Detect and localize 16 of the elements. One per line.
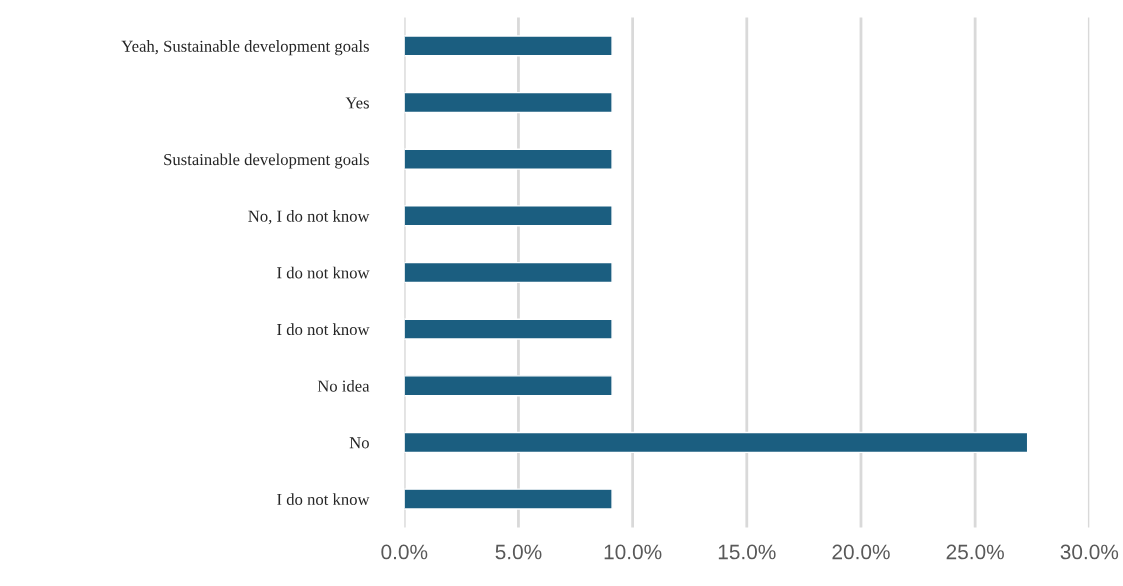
y-tick-label: No idea [317,380,370,392]
x-tick-label: 5.0% [495,544,542,560]
x-tick-label: 25.0% [946,544,1004,560]
x-tick-label: 20.0% [832,544,890,560]
y-tick-label: Yeah, Sustainable development goals [121,40,369,56]
x-tick-label: 0.0% [381,544,428,560]
y-tick-label: I do not know [277,493,370,506]
y-tick-label: No [349,437,369,449]
y-tick-label: I do not know [277,266,370,279]
x-tick-label: 15.0% [718,544,776,560]
x-tick-label: 10.0% [604,544,662,560]
y-tick-label: Sustainable development goals [164,153,369,169]
x-tick-label: 30.0% [1060,544,1119,560]
y-tick-label: I do not know [277,323,370,336]
y-tick-label: No, I do not know [248,210,370,225]
y-tick-label: Yes [345,97,369,109]
